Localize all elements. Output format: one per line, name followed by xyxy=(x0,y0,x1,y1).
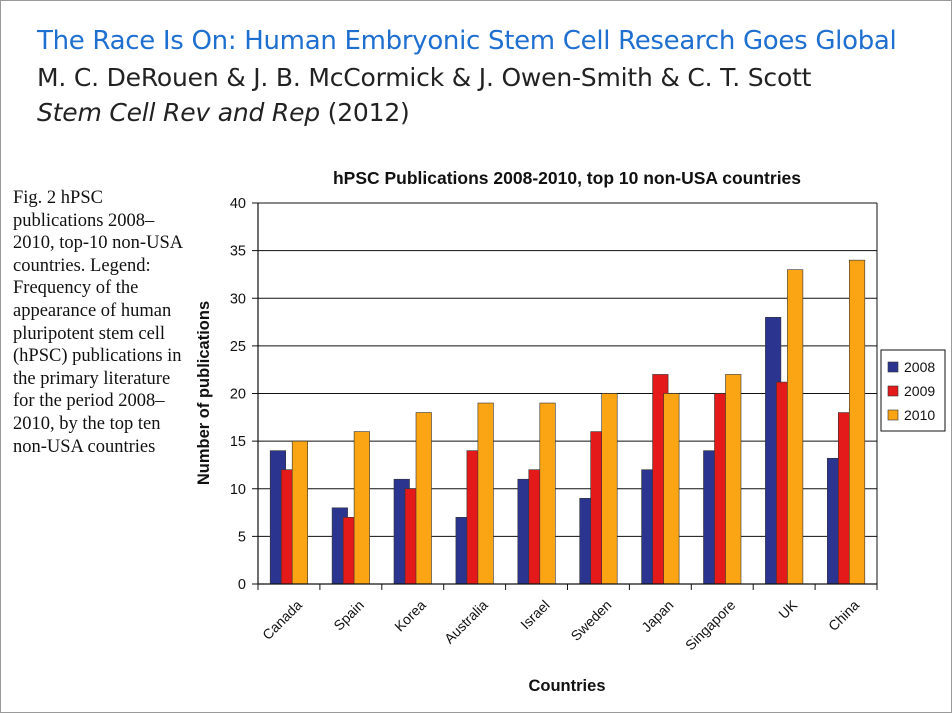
x-tick-label: China xyxy=(825,597,862,634)
x-tick-label: Australia xyxy=(441,597,491,647)
y-tick-labels: 0 5 10 15 20 25 30 35 40 xyxy=(230,196,246,593)
y-tick-label: 15 xyxy=(230,434,246,450)
publication-year: (2012) xyxy=(327,98,410,127)
y-tick-label: 35 xyxy=(230,244,246,260)
bar-2010-canada xyxy=(291,440,309,585)
x-tick-label: Sweden xyxy=(567,597,614,644)
legend-swatch-2010 xyxy=(887,409,899,421)
x-tick-label: Canada xyxy=(259,597,305,643)
y-axis-title: Number of publications xyxy=(195,301,213,485)
y-tick-label: 0 xyxy=(238,577,246,593)
axes xyxy=(257,203,878,590)
bars xyxy=(269,259,866,585)
y-tick-label: 25 xyxy=(230,339,246,355)
chart-title: hPSC Publications 2008-2010, top 10 non-… xyxy=(333,168,801,188)
legend-swatch-2009 xyxy=(887,385,899,397)
legend: 2008 2009 2010 xyxy=(880,349,946,432)
slide-authors: M. C. DeRouen & J. B. McCormick & J. Owe… xyxy=(37,63,812,92)
y-tick-label: 40 xyxy=(230,196,246,212)
bar-2010-israel xyxy=(539,402,556,585)
bar-2010-singapore xyxy=(725,374,742,585)
y-tick-label: 20 xyxy=(230,387,246,403)
slide-title: The Race Is On: Human Embryonic Stem Cel… xyxy=(37,26,897,56)
legend-label-2008: 2008 xyxy=(904,359,935,375)
bar-2010-sweden xyxy=(601,393,618,585)
y-tick-label: 10 xyxy=(230,482,246,498)
x-axis-title: Countries xyxy=(528,677,605,695)
bar-2010-uk xyxy=(787,269,804,585)
legend-label-2010: 2010 xyxy=(904,407,935,423)
bar-2010-china xyxy=(848,259,866,585)
bar-2010-australia xyxy=(477,402,494,585)
x-tick-label: Israel xyxy=(517,597,553,633)
y-tick-label: 5 xyxy=(238,529,246,545)
bar-2010-korea xyxy=(415,412,432,585)
x-tick-labels: Canada Spain Korea Australia Israel Sweden Jap… xyxy=(259,596,862,653)
legend-swatch-2008 xyxy=(887,361,899,373)
x-tick-label: Spain xyxy=(330,597,367,634)
bar-2010-spain xyxy=(353,431,370,585)
x-tick-label: Japan xyxy=(638,597,676,635)
x-tick-label: Singapore xyxy=(682,597,739,654)
journal-name: Stem Cell Rev and Rep xyxy=(37,98,320,127)
x-tick-label: Korea xyxy=(391,597,429,635)
bar-2010-japan xyxy=(663,393,680,585)
figure-caption: Fig. 2 hPSC publications 2008–2010, top-… xyxy=(13,188,183,457)
legend-label-2009: 2009 xyxy=(904,383,935,399)
y-tick-label: 30 xyxy=(230,291,246,307)
x-tick-label: UK xyxy=(775,596,801,622)
slide-citation: Stem Cell Rev and Rep (2012) xyxy=(37,98,410,127)
